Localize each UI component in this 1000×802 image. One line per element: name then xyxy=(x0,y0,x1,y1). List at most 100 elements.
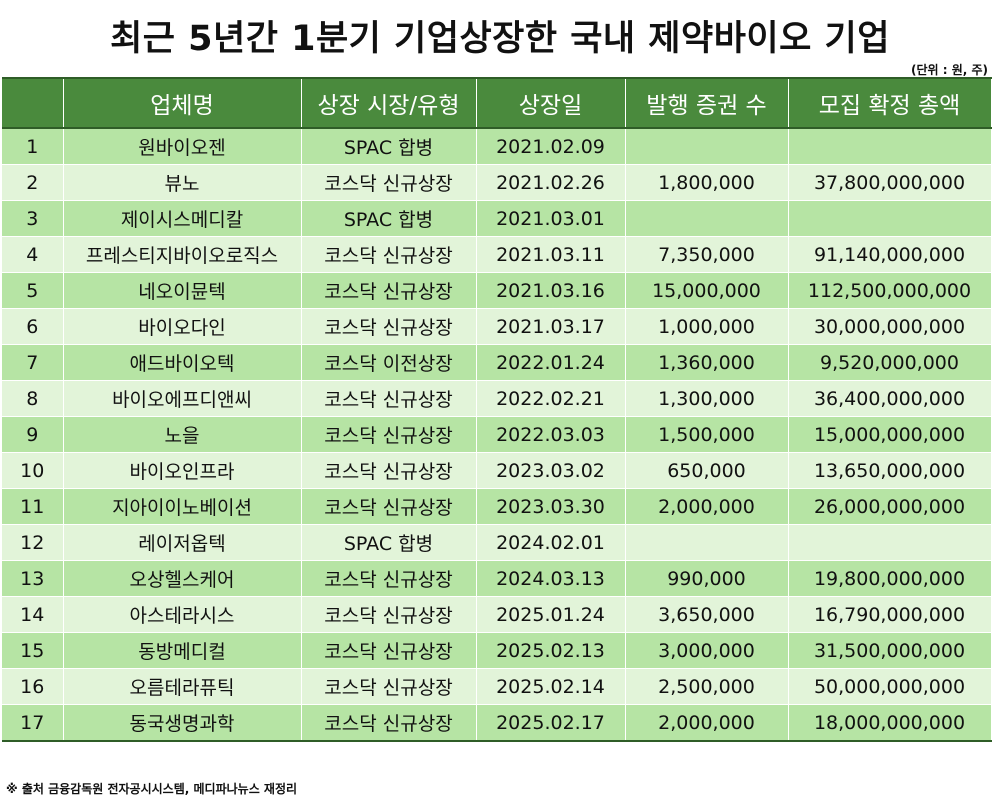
header-listing-date: 상장일 xyxy=(476,77,626,129)
market-type: 코스닥 신규상장 xyxy=(301,596,477,633)
row-index: 9 xyxy=(2,416,64,453)
table-row: 16 오름테라퓨틱 코스닥 신규상장 2025.02.14 2,500,000 50,00… xyxy=(2,668,992,705)
header-company: 업체명 xyxy=(63,77,302,129)
company-name: 오름테라퓨틱 xyxy=(63,668,302,705)
table-header-row: 업체명 상장 시장/유형 상장일 발행 증권 수 모집 확정 총액 xyxy=(2,77,992,129)
total-amount: 50,000,000,000 xyxy=(788,668,992,705)
total-amount: 112,500,000,000 xyxy=(788,272,992,309)
table-row: 1 원바이오젠 SPAC 합병 2021.02.09 xyxy=(2,128,992,165)
table-row: 15 동방메디컬 코스닥 신규상장 2025.02.13 3,000,000 31,500… xyxy=(2,632,992,669)
table-row: 9 노을 코스닥 신규상장 2022.03.03 1,500,000 15,000,000… xyxy=(2,416,992,453)
shares-issued: 2,000,000 xyxy=(625,704,789,742)
shares-issued: 990,000 xyxy=(625,560,789,597)
company-name: 네오이뮨텍 xyxy=(63,272,302,309)
total-amount: 19,800,000,000 xyxy=(788,560,992,597)
listing-date: 2025.02.17 xyxy=(476,704,626,742)
market-type: SPAC 합병 xyxy=(301,128,477,165)
header-shares-issued: 발행 증권 수 xyxy=(625,77,789,129)
company-name: 아스테라시스 xyxy=(63,596,302,633)
row-index: 10 xyxy=(2,452,64,489)
shares-issued: 7,350,000 xyxy=(625,236,789,273)
listing-date: 2024.03.13 xyxy=(476,560,626,597)
listing-date: 2024.02.01 xyxy=(476,524,626,561)
total-amount: 13,650,000,000 xyxy=(788,452,992,489)
shares-issued: 1,500,000 xyxy=(625,416,789,453)
table-row: 17 동국생명과학 코스닥 신규상장 2025.02.17 2,000,000 18,00… xyxy=(2,704,992,742)
market-type: 코스닥 신규상장 xyxy=(301,416,477,453)
company-name: 바이오인프라 xyxy=(63,452,302,489)
market-type: SPAC 합병 xyxy=(301,200,477,237)
shares-issued: 1,300,000 xyxy=(625,380,789,417)
market-type: 코스닥 신규상장 xyxy=(301,488,477,525)
listing-date: 2021.02.09 xyxy=(476,128,626,165)
shares-issued: 3,650,000 xyxy=(625,596,789,633)
row-index: 4 xyxy=(2,236,64,273)
listing-date: 2023.03.30 xyxy=(476,488,626,525)
shares-issued: 2,500,000 xyxy=(625,668,789,705)
company-name: 애드바이오텍 xyxy=(63,344,302,381)
table-row: 4 프레스티지바이오로직스 코스닥 신규상장 2021.03.11 7,350,000 9… xyxy=(2,236,992,273)
market-type: 코스닥 신규상장 xyxy=(301,272,477,309)
company-name: 뷰노 xyxy=(63,164,302,201)
table-row: 13 오상헬스케어 코스닥 신규상장 2024.03.13 990,000 19,800,… xyxy=(2,560,992,597)
shares-issued: 1,000,000 xyxy=(625,308,789,345)
total-amount: 18,000,000,000 xyxy=(788,704,992,742)
market-type: SPAC 합병 xyxy=(301,524,477,561)
company-name: 프레스티지바이오로직스 xyxy=(63,236,302,273)
total-amount: 15,000,000,000 xyxy=(788,416,992,453)
shares-issued xyxy=(625,200,789,237)
row-index: 8 xyxy=(2,380,64,417)
listing-date: 2021.02.26 xyxy=(476,164,626,201)
total-amount: 26,000,000,000 xyxy=(788,488,992,525)
market-type: 코스닥 신규상장 xyxy=(301,308,477,345)
shares-issued: 2,000,000 xyxy=(625,488,789,525)
row-index: 6 xyxy=(2,308,64,345)
market-type: 코스닥 신규상장 xyxy=(301,560,477,597)
listing-date: 2022.02.21 xyxy=(476,380,626,417)
table-row: 10 바이오인프라 코스닥 신규상장 2023.03.02 650,000 13,650,… xyxy=(2,452,992,489)
company-name: 바이오다인 xyxy=(63,308,302,345)
listing-date: 2021.03.11 xyxy=(476,236,626,273)
total-amount: 91,140,000,000 xyxy=(788,236,992,273)
market-type: 코스닥 이전상장 xyxy=(301,344,477,381)
company-name: 동방메디컬 xyxy=(63,632,302,669)
table-row: 5 네오이뮨텍 코스닥 신규상장 2021.03.16 15,000,000 112,50… xyxy=(2,272,992,309)
table-row: 7 애드바이오텍 코스닥 이전상장 2022.01.24 1,360,000 9,520,… xyxy=(2,344,992,381)
company-name: 지아이이노베이션 xyxy=(63,488,302,525)
table-row: 8 바이오에프디앤씨 코스닥 신규상장 2022.02.21 1,300,000 36,4… xyxy=(2,380,992,417)
company-name: 제이시스메디칼 xyxy=(63,200,302,237)
shares-issued xyxy=(625,128,789,165)
table-row: 6 바이오다인 코스닥 신규상장 2021.03.17 1,000,000 30,000,… xyxy=(2,308,992,345)
row-index: 5 xyxy=(2,272,64,309)
total-amount xyxy=(788,200,992,237)
ipo-table: 업체명 상장 시장/유형 상장일 발행 증권 수 모집 확정 총액 1 원바이오젠… xyxy=(2,77,992,742)
shares-issued: 650,000 xyxy=(625,452,789,489)
company-name: 노을 xyxy=(63,416,302,453)
row-index: 15 xyxy=(2,632,64,669)
row-index: 3 xyxy=(2,200,64,237)
total-amount xyxy=(788,128,992,165)
row-index: 11 xyxy=(2,488,64,525)
listing-date: 2021.03.01 xyxy=(476,200,626,237)
market-type: 코스닥 신규상장 xyxy=(301,668,477,705)
company-name: 바이오에프디앤씨 xyxy=(63,380,302,417)
company-name: 동국생명과학 xyxy=(63,704,302,742)
table-body: 1 원바이오젠 SPAC 합병 2021.02.09 2 뷰노 코스닥 신규상장 2021.0… xyxy=(2,128,992,742)
shares-issued: 15,000,000 xyxy=(625,272,789,309)
page-title: 최근 5년간 1분기 기업상장한 국내 제약바이오 기업 xyxy=(110,19,890,59)
row-index: 14 xyxy=(2,596,64,633)
total-amount: 31,500,000,000 xyxy=(788,632,992,669)
market-type: 코스닥 신규상장 xyxy=(301,164,477,201)
row-index: 12 xyxy=(2,524,64,561)
table-row: 11 지아이이노베이션 코스닥 신규상장 2023.03.30 2,000,000 26,… xyxy=(2,488,992,525)
header-index xyxy=(2,77,64,129)
total-amount: 16,790,000,000 xyxy=(788,596,992,633)
shares-issued: 1,360,000 xyxy=(625,344,789,381)
total-amount: 37,800,000,000 xyxy=(788,164,992,201)
row-index: 7 xyxy=(2,344,64,381)
listing-date: 2021.03.16 xyxy=(476,272,626,309)
listing-date: 2025.02.14 xyxy=(476,668,626,705)
listing-date: 2023.03.02 xyxy=(476,452,626,489)
header-market-type: 상장 시장/유형 xyxy=(301,77,477,129)
listing-date: 2021.03.17 xyxy=(476,308,626,345)
